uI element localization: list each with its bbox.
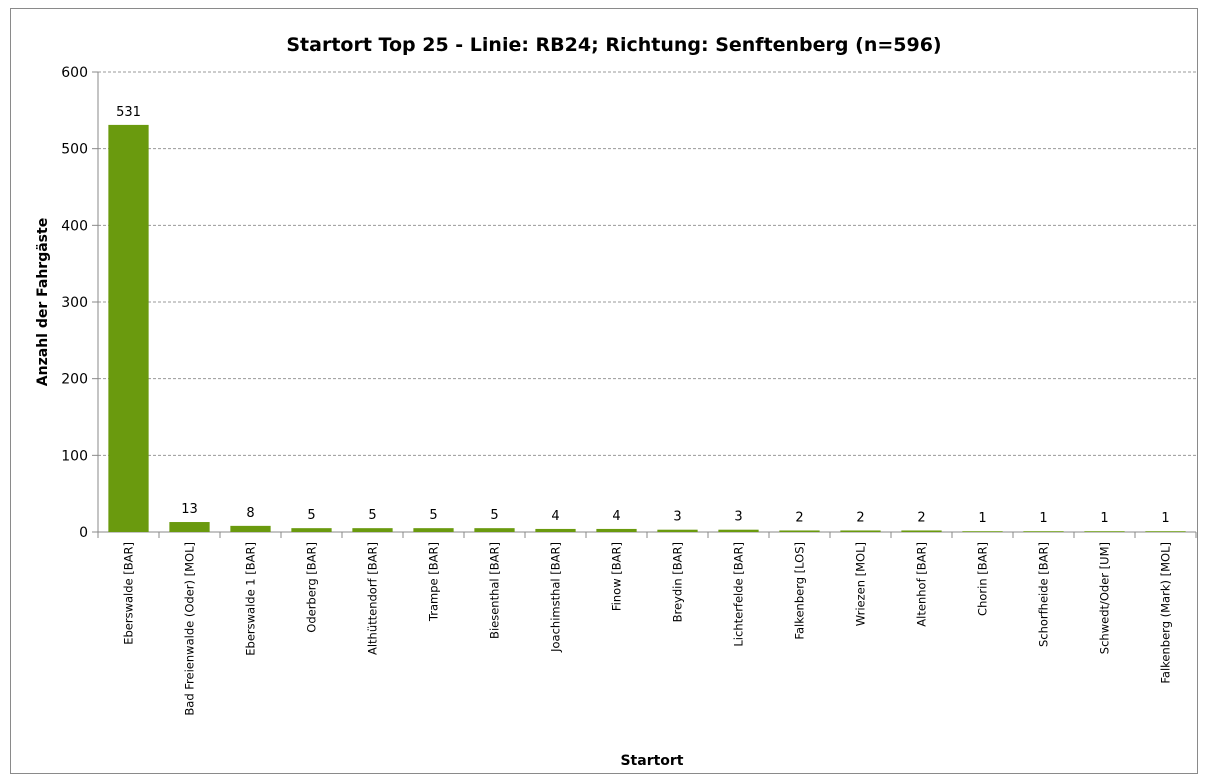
x-tick-label: Altenhof [BAR] <box>915 542 929 627</box>
y-axis-title: Anzahl der Fahrgäste <box>35 218 51 386</box>
x-tick-label: Finow [BAR] <box>610 542 624 611</box>
bar <box>1084 531 1125 532</box>
data-label: 13 <box>181 502 198 517</box>
x-tick-label: Chorin [BAR] <box>976 542 990 616</box>
data-label: 5 <box>429 508 437 523</box>
data-label: 1 <box>1161 511 1169 526</box>
data-label: 1 <box>1100 511 1108 526</box>
bar <box>169 522 210 532</box>
x-tick-label: Falkenberg [LOS] <box>793 542 807 640</box>
bar <box>291 528 332 532</box>
data-label: 3 <box>734 510 742 525</box>
x-tick-label: Oderberg [BAR] <box>305 542 319 633</box>
data-label: 2 <box>795 510 803 525</box>
x-tick-label: Bad Freienwalde (Oder) [MOL] <box>183 542 197 716</box>
x-axis-category-labels: Eberswalde [BAR] Bad Freienwalde (Oder) [… <box>122 542 1173 716</box>
bar <box>901 530 942 532</box>
data-label: 1 <box>1039 511 1047 526</box>
bar <box>718 529 759 532</box>
data-labels: 531 13 8 5 5 5 5 4 4 3 3 2 2 2 1 1 1 1 <box>116 105 1170 526</box>
x-tick-label: Wriezen [MOL] <box>854 542 868 626</box>
data-label: 3 <box>673 510 681 525</box>
x-tick-label: Eberswalde [BAR] <box>122 542 136 645</box>
x-tick-label: Trampe [BAR] <box>427 542 441 622</box>
chart-frame <box>10 8 1198 774</box>
data-label: 531 <box>116 105 141 120</box>
y-tick-label: 300 <box>61 295 88 311</box>
axes <box>97 72 1197 538</box>
x-tick-label: Biesenthal [BAR] <box>488 542 502 639</box>
data-label: 5 <box>368 508 376 523</box>
data-label: 5 <box>307 508 315 523</box>
x-axis-title: Startort <box>620 753 683 769</box>
bars <box>108 124 1186 533</box>
chart-title: Startort Top 25 - Linie: RB24; Richtung:… <box>286 34 941 56</box>
gridlines <box>98 71 1196 456</box>
data-label: 5 <box>490 508 498 523</box>
x-tick-label: Breydin [BAR] <box>671 542 685 622</box>
bar <box>962 531 1003 532</box>
x-tick-label: Lichterfelde [BAR] <box>732 542 746 647</box>
y-tick-label: 0 <box>79 525 88 541</box>
bar <box>413 528 454 532</box>
bar <box>657 529 698 532</box>
x-tick-label: Joachimsthal [BAR] <box>549 542 563 653</box>
bar <box>535 528 576 532</box>
data-label: 8 <box>246 506 254 521</box>
x-tick-label: Schorfheide [BAR] <box>1037 542 1051 647</box>
data-label: 4 <box>612 509 620 524</box>
x-tick-label: Althüttendorf [BAR] <box>366 542 380 655</box>
bar <box>230 525 271 532</box>
bar <box>474 528 515 532</box>
y-tick-label: 200 <box>61 372 88 388</box>
y-tick-label: 400 <box>61 218 88 234</box>
data-label: 2 <box>917 510 925 525</box>
data-label: 1 <box>978 511 986 526</box>
bar <box>1145 531 1186 532</box>
bar <box>108 124 149 533</box>
data-label: 2 <box>856 510 864 525</box>
y-tick-label: 600 <box>61 65 88 81</box>
x-tick-label: Schwedt/Oder [UM] <box>1098 542 1112 654</box>
bar <box>1023 531 1064 532</box>
bar <box>596 528 637 532</box>
y-tick-label: 100 <box>61 448 88 464</box>
x-tick-label: Eberswalde 1 [BAR] <box>244 542 258 656</box>
y-axis-ticks: 0 100 200 300 400 500 600 <box>61 65 98 541</box>
x-tick-label: Falkenberg (Mark) [MOL] <box>1159 542 1173 684</box>
data-label: 4 <box>551 509 559 524</box>
bar <box>779 530 820 532</box>
bar <box>840 530 881 532</box>
bar <box>352 528 393 532</box>
y-tick-label: 500 <box>61 142 88 158</box>
